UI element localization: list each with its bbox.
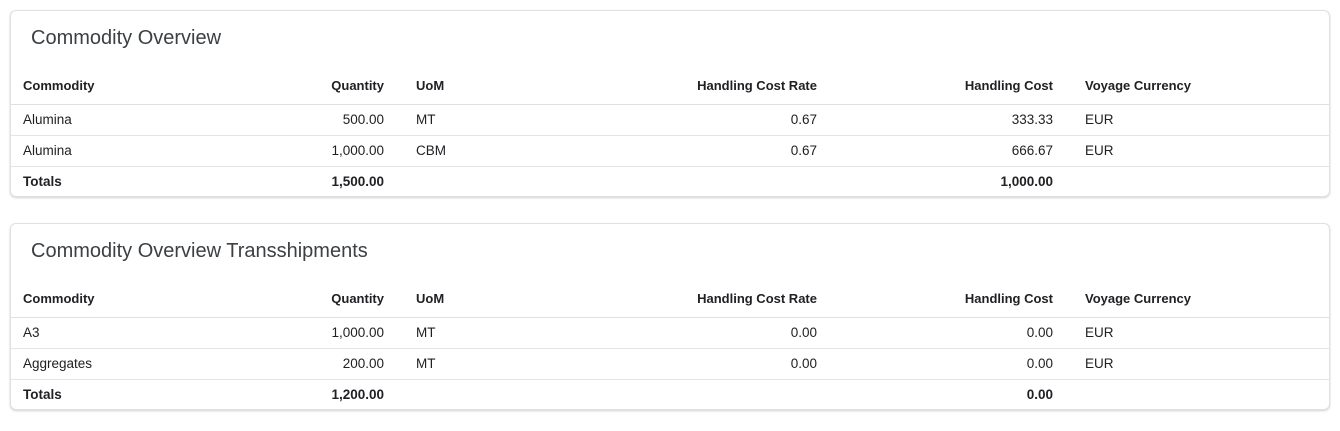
commodity-overview-card: Commodity Overview Commodity Quantity Uo…	[10, 10, 1330, 197]
cell-voyage-currency: EUR	[1069, 135, 1329, 167]
totals-row: Totals 1,500.00 1,000.00	[11, 166, 1329, 196]
cell-quantity: 500.00	[251, 104, 400, 136]
commodity-overview-transshipments-table: Commodity Quantity UoM Handling Cost Rat…	[11, 281, 1329, 409]
totals-quantity: 1,500.00	[331, 173, 384, 189]
table-row: A3 1,000.00 MT 0.00 0.00 EUR	[11, 317, 1329, 349]
totals-empty-cell	[400, 379, 520, 409]
totals-empty-cell	[520, 379, 833, 409]
column-header-handling-cost-rate: Handling Cost Rate	[520, 281, 833, 318]
cell-commodity: Aggregates	[11, 348, 251, 380]
cell-handling-cost: 666.67	[833, 135, 1069, 167]
table-row: Alumina 500.00 MT 0.67 333.33 EUR	[11, 104, 1329, 136]
card-title-commodity-overview-transshipments: Commodity Overview Transshipments	[31, 240, 368, 262]
column-header-commodity: Commodity	[11, 68, 251, 105]
cell-voyage-currency: EUR	[1069, 317, 1329, 349]
cell-quantity: 200.00	[251, 348, 400, 380]
column-header-voyage-currency: Voyage Currency	[1069, 68, 1329, 105]
totals-row: Totals 1,200.00 0.00	[11, 379, 1329, 409]
column-header-handling-cost: Handling Cost	[833, 281, 1069, 318]
cell-handling-cost-rate: 0.00	[520, 348, 833, 380]
cell-voyage-currency: EUR	[1069, 104, 1329, 136]
cell-quantity: 1,000.00	[251, 317, 400, 349]
cell-handling-cost: 0.00	[833, 317, 1069, 349]
column-header-handling-cost: Handling Cost	[833, 68, 1069, 105]
commodity-overview-table: Commodity Quantity UoM Handling Cost Rat…	[11, 68, 1329, 196]
cell-handling-cost: 333.33	[833, 104, 1069, 136]
totals-empty-cell	[1069, 379, 1329, 409]
table-row: Aggregates 200.00 MT 0.00 0.00 EUR	[11, 348, 1329, 380]
column-header-uom: UoM	[400, 68, 520, 105]
cell-uom: MT	[400, 317, 520, 349]
column-header-quantity: Quantity	[251, 281, 400, 318]
commodity-overview-transshipments-card: Commodity Overview Transshipments Commod…	[10, 223, 1330, 410]
cell-voyage-currency: EUR	[1069, 348, 1329, 380]
cell-commodity: Alumina	[11, 104, 251, 136]
cell-uom: MT	[400, 104, 520, 136]
cell-uom: MT	[400, 348, 520, 380]
cell-uom: CBM	[400, 135, 520, 167]
card-title-commodity-overview: Commodity Overview	[31, 27, 222, 49]
column-header-quantity: Quantity	[251, 68, 400, 105]
totals-empty-cell	[400, 166, 520, 196]
totals-label: Totals	[23, 386, 62, 402]
totals-handling-cost: 1,000.00	[1000, 173, 1053, 189]
table-header-row: Commodity Quantity UoM Handling Cost Rat…	[11, 281, 1329, 318]
cell-handling-cost: 0.00	[833, 348, 1069, 380]
cell-commodity: Alumina	[11, 135, 251, 167]
table-header-row: Commodity Quantity UoM Handling Cost Rat…	[11, 68, 1329, 105]
totals-handling-cost: 0.00	[1026, 386, 1053, 402]
cell-handling-cost-rate: 0.67	[520, 104, 833, 136]
totals-empty-cell	[1069, 166, 1329, 196]
table-row: Alumina 1,000.00 CBM 0.67 666.67 EUR	[11, 135, 1329, 167]
cell-handling-cost-rate: 0.67	[520, 135, 833, 167]
column-header-commodity: Commodity	[11, 281, 251, 318]
cell-handling-cost-rate: 0.00	[520, 317, 833, 349]
cell-commodity: A3	[11, 317, 251, 349]
column-header-handling-cost-rate: Handling Cost Rate	[520, 68, 833, 105]
totals-label: Totals	[23, 173, 62, 189]
cell-quantity: 1,000.00	[251, 135, 400, 167]
totals-quantity: 1,200.00	[331, 386, 384, 402]
column-header-voyage-currency: Voyage Currency	[1069, 281, 1329, 318]
totals-empty-cell	[520, 166, 833, 196]
column-header-uom: UoM	[400, 281, 520, 318]
